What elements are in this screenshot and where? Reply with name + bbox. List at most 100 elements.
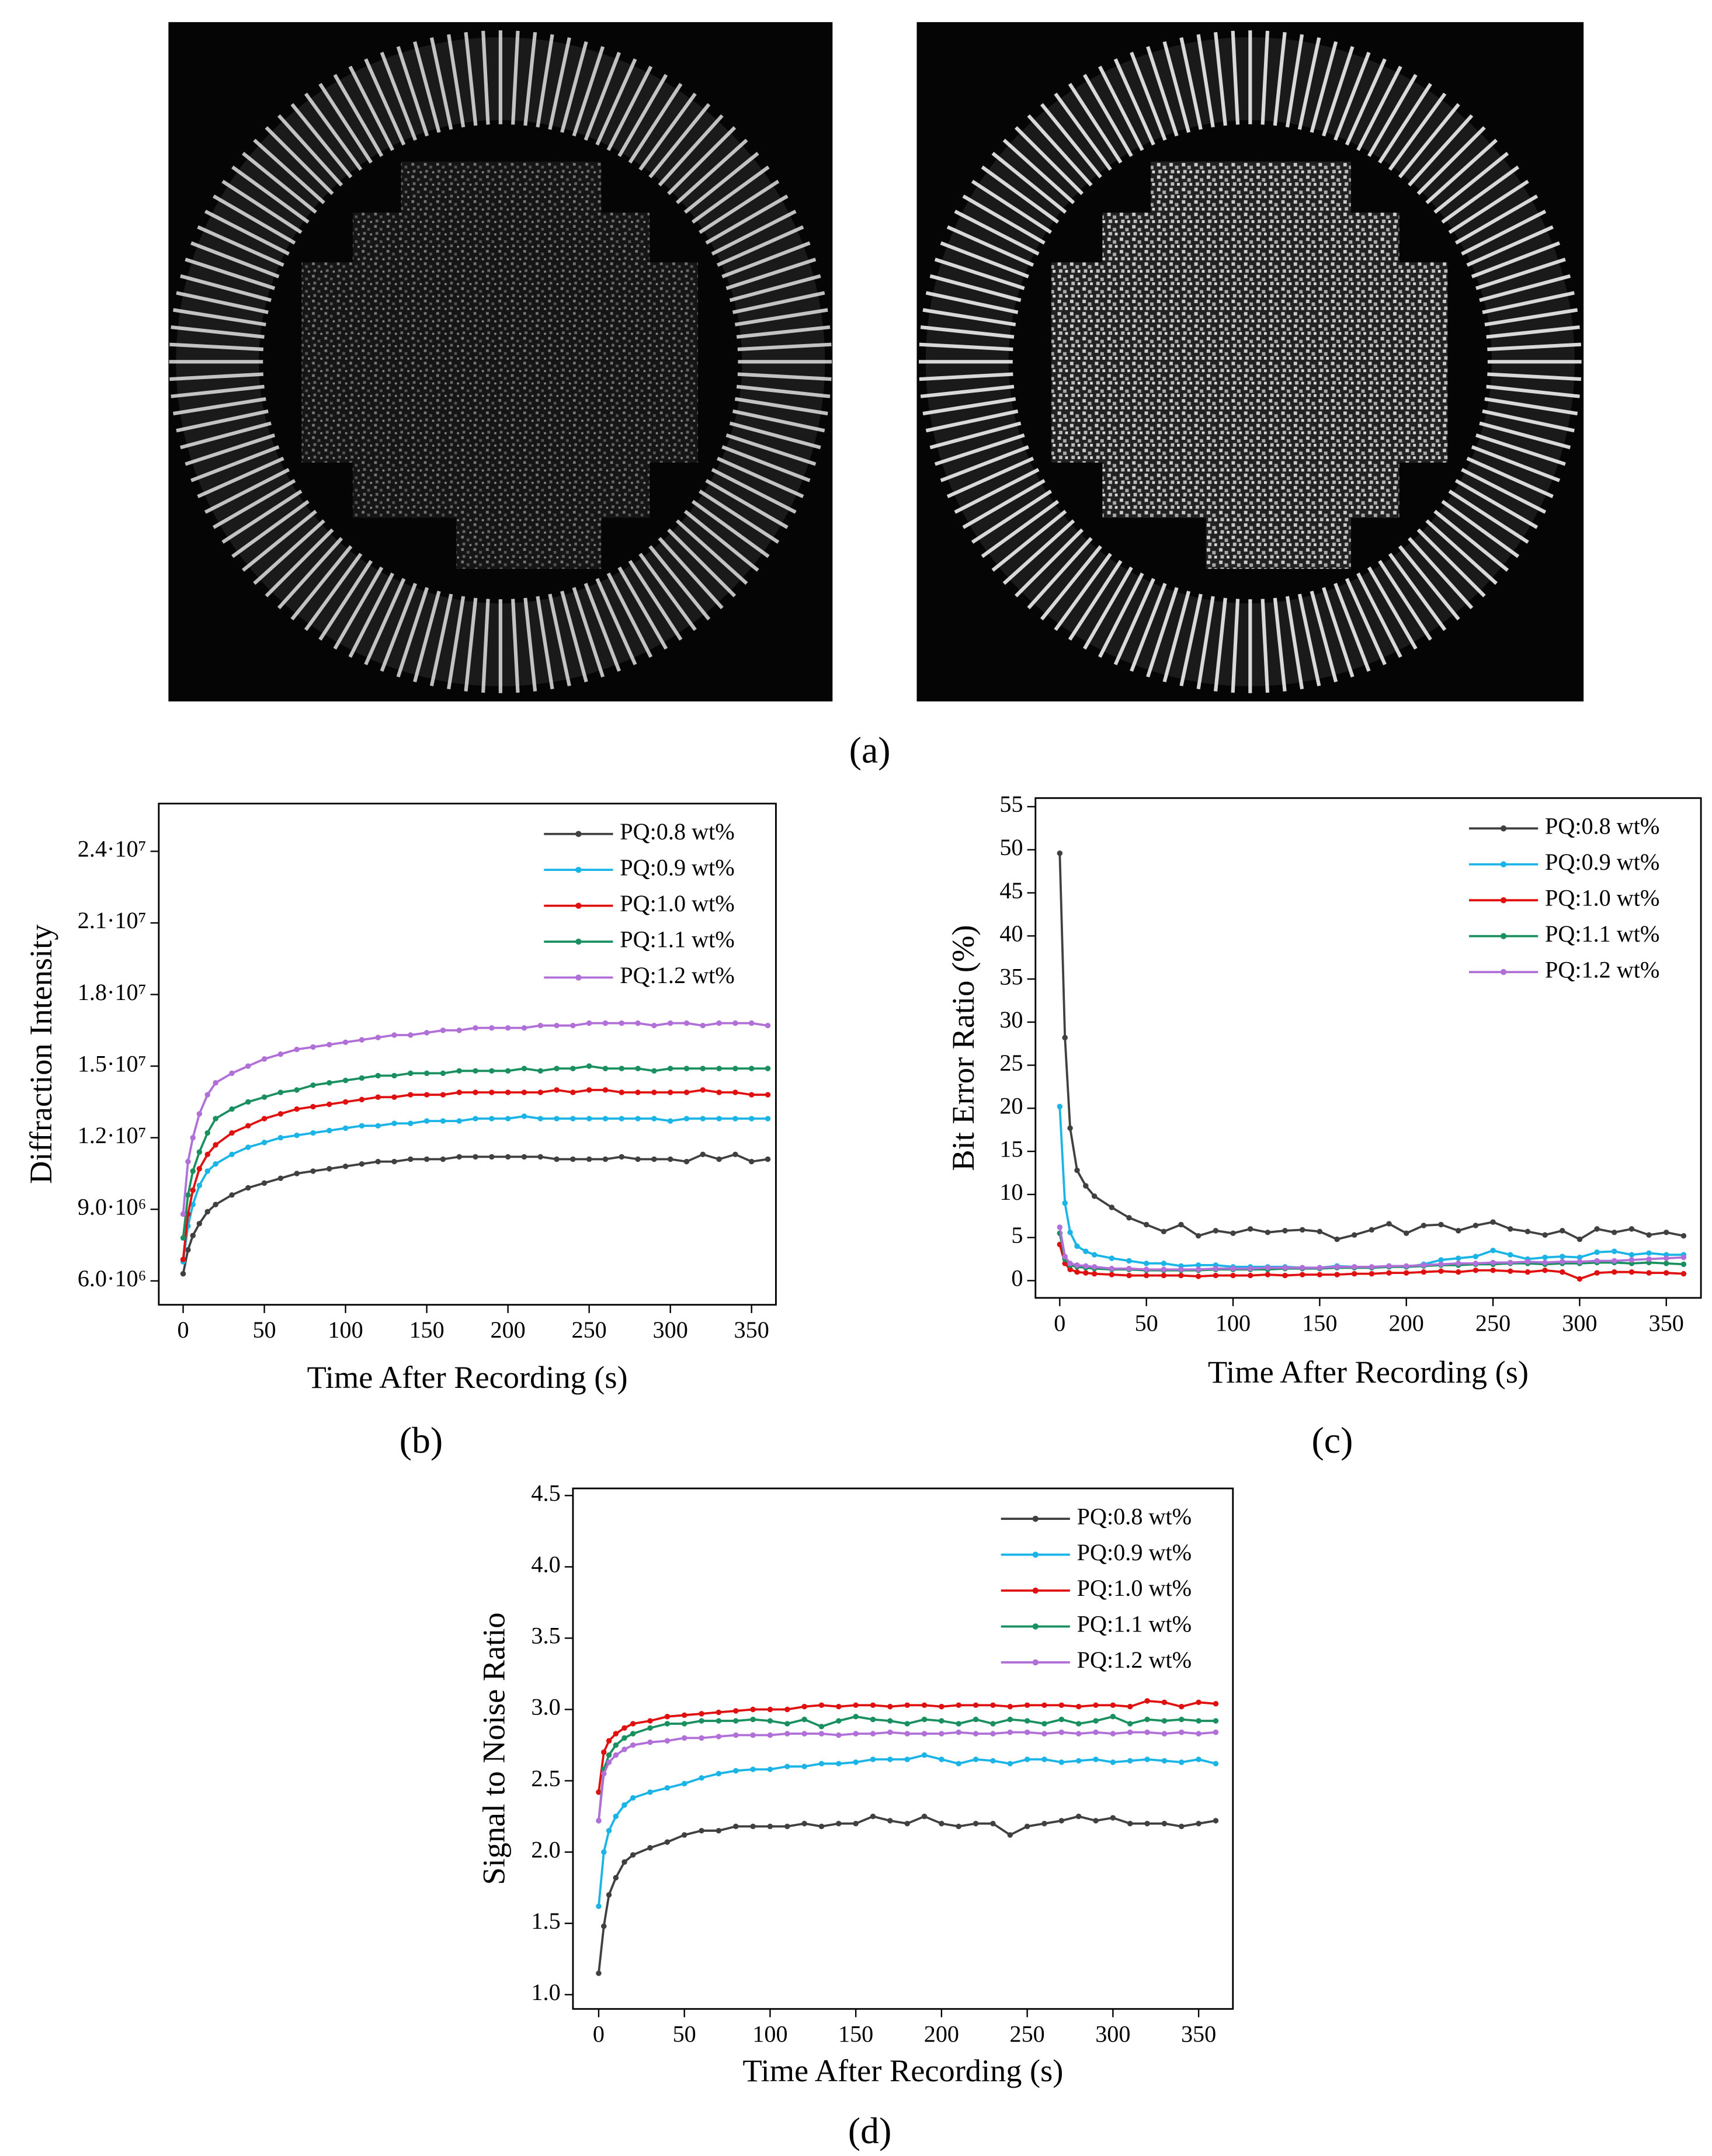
data-point xyxy=(521,1113,527,1119)
data-point xyxy=(1664,1230,1669,1235)
data-point xyxy=(1334,1272,1340,1277)
reference-ray xyxy=(1408,114,1474,187)
data-point xyxy=(647,1845,653,1851)
data-point xyxy=(904,1702,910,1708)
data-point xyxy=(1093,1718,1099,1724)
data-point xyxy=(1057,1103,1063,1110)
data-point xyxy=(1110,1815,1116,1821)
data-point xyxy=(1438,1268,1444,1274)
data-point xyxy=(613,1731,619,1737)
x-tick-label: 0 xyxy=(593,2021,605,2047)
data-point xyxy=(1680,1233,1687,1239)
y-tick-label: 2.4·10⁷ xyxy=(78,836,147,862)
data-point xyxy=(1110,1759,1116,1765)
data-point xyxy=(765,1156,771,1162)
data-point xyxy=(699,1828,704,1834)
legend-label: PQ:1.2 wt% xyxy=(1077,1647,1192,1673)
reference-ray xyxy=(922,308,1016,327)
data-point xyxy=(537,1068,543,1074)
reference-ray xyxy=(1068,560,1123,641)
data-point xyxy=(853,1821,859,1827)
reference-ray xyxy=(176,291,269,314)
reference-ray xyxy=(1213,598,1227,692)
data-point xyxy=(408,1120,414,1126)
data-point xyxy=(521,1154,527,1160)
data-point xyxy=(1525,1259,1531,1265)
reference-ray xyxy=(1448,179,1529,234)
data-point xyxy=(939,1718,944,1724)
reference-ray xyxy=(242,509,317,572)
legend-marker xyxy=(575,938,582,945)
data-point xyxy=(359,1161,365,1167)
data-point xyxy=(327,1101,332,1107)
data-point xyxy=(1490,1248,1496,1254)
x-tick-label: 200 xyxy=(924,2021,959,2047)
x-tick-label: 150 xyxy=(409,1317,444,1343)
reference-ray xyxy=(925,409,1019,433)
data-point xyxy=(1075,1758,1082,1764)
data-point xyxy=(1126,1266,1132,1272)
data-point xyxy=(973,1716,979,1723)
reference-ray xyxy=(1015,528,1084,598)
reference-ray xyxy=(1388,553,1447,631)
reference-ray xyxy=(380,582,418,672)
data-point xyxy=(1473,1223,1479,1228)
y-tick-label: 4.5 xyxy=(531,1480,560,1506)
data-point xyxy=(489,1025,495,1031)
data-point xyxy=(870,1716,876,1723)
series-line xyxy=(1058,1106,1684,1269)
y-tick-label: 2.0 xyxy=(531,1836,560,1863)
data-point xyxy=(327,1127,332,1134)
data-point xyxy=(990,1721,996,1727)
reference-ray xyxy=(934,258,1025,290)
data-point xyxy=(1680,1254,1687,1261)
data-point xyxy=(1403,1270,1409,1276)
data-point xyxy=(1230,1272,1236,1279)
data-point xyxy=(750,1706,756,1713)
data-point xyxy=(990,1731,996,1737)
data-point xyxy=(440,1092,446,1098)
data-point xyxy=(750,1824,756,1829)
data-point xyxy=(229,1106,235,1112)
reference-ray xyxy=(1162,41,1191,133)
data-point xyxy=(818,1702,825,1708)
data-point xyxy=(570,1116,576,1122)
data-point xyxy=(716,1709,722,1716)
reference-ray xyxy=(231,165,310,224)
reference-ray xyxy=(711,468,797,514)
data-point xyxy=(473,1025,478,1031)
data-point xyxy=(1041,1821,1047,1827)
data-point xyxy=(1058,1818,1065,1824)
reference-ray xyxy=(737,372,832,381)
data-point xyxy=(836,1703,842,1710)
data-point xyxy=(748,1092,755,1098)
data-point xyxy=(716,1718,722,1724)
data-point xyxy=(1091,1193,1098,1199)
data-point xyxy=(990,1758,996,1764)
reference-ray xyxy=(481,30,490,125)
reference-ray xyxy=(523,598,537,692)
data-point xyxy=(1421,1262,1427,1268)
data-point xyxy=(973,1731,979,1737)
data-point xyxy=(261,1116,268,1122)
y-tick-label: 15 xyxy=(999,1136,1023,1162)
reference-ray xyxy=(658,537,724,609)
data-point xyxy=(375,1158,381,1165)
reference-ray xyxy=(920,325,1015,339)
reference-ray xyxy=(721,445,811,482)
data-point xyxy=(630,1731,636,1737)
reference-ray xyxy=(413,41,441,133)
data-point xyxy=(180,1270,186,1277)
reference-ray xyxy=(1479,421,1571,450)
reference-ray xyxy=(318,82,373,164)
legend-marker xyxy=(1500,825,1507,832)
data-point xyxy=(537,1089,543,1095)
data-point xyxy=(375,1094,381,1100)
reference-ray xyxy=(1040,545,1102,621)
data-point xyxy=(1403,1230,1409,1237)
data-point xyxy=(570,1089,576,1095)
data-point xyxy=(277,1051,284,1057)
reference-ray xyxy=(981,499,1060,558)
reference-ray xyxy=(1040,103,1102,179)
reference-ray xyxy=(231,499,310,558)
